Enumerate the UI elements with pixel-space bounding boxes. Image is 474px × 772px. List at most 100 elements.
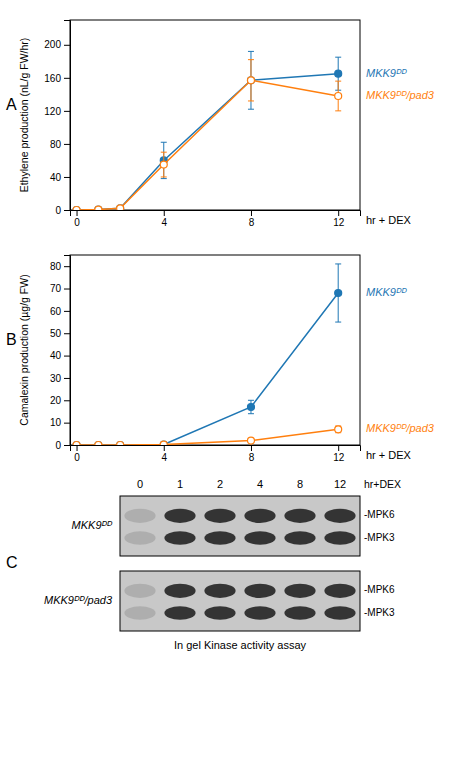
lane-label: 8 xyxy=(297,478,303,490)
lane-label: 4 xyxy=(257,478,263,490)
tick: 10 xyxy=(50,417,70,428)
panel-label: C xyxy=(6,554,18,571)
tick: 160 xyxy=(44,73,70,84)
gel-band xyxy=(244,606,275,619)
error-bar xyxy=(161,152,167,177)
gel-band xyxy=(124,584,155,598)
band-label: -MPK3 xyxy=(364,607,395,618)
tick: 0 xyxy=(55,440,70,451)
gel-band xyxy=(324,509,355,523)
gel-band xyxy=(164,531,195,544)
gel-band xyxy=(324,584,355,598)
band-label: -MPK6 xyxy=(364,584,395,595)
tick-label: 80 xyxy=(50,139,62,150)
marker xyxy=(247,77,254,84)
plot-frame xyxy=(70,20,360,210)
tick-label: 60 xyxy=(50,306,62,317)
series-label: MKK9ᴰᴰ/pad3 xyxy=(366,89,435,101)
gel-band xyxy=(244,531,275,544)
marker xyxy=(95,442,102,446)
series-labels: MKK9ᴰᴰMKK9ᴰᴰ/pad3 xyxy=(366,67,435,101)
tick: 40 xyxy=(50,350,70,361)
marker xyxy=(117,205,124,210)
gel-band xyxy=(124,509,155,523)
x-axis-label: hr + DEX xyxy=(366,214,412,226)
marker xyxy=(117,442,124,446)
tick: 200 xyxy=(44,39,70,50)
lane-header: hr+DEX xyxy=(364,478,401,490)
tick-label: 4 xyxy=(161,217,167,228)
gel-band xyxy=(284,606,315,619)
tick-mark xyxy=(64,144,70,145)
tick-label: 0 xyxy=(55,205,61,216)
gel-band xyxy=(244,509,275,523)
y-axis: 0 40 80 120 160 200 xyxy=(44,21,70,216)
axis-line xyxy=(71,446,361,452)
marker xyxy=(95,442,102,446)
tick: 8 xyxy=(249,210,255,228)
tick-label: 0 xyxy=(74,217,80,228)
series-label: MKK9ᴰᴰ/pad3 xyxy=(366,422,435,434)
tick: 0 xyxy=(55,205,70,216)
x-axis: 04812 xyxy=(71,445,361,463)
tick-mark xyxy=(77,445,78,451)
error-bar xyxy=(248,51,254,109)
gel-band xyxy=(204,606,235,619)
marker xyxy=(117,205,124,210)
marker xyxy=(247,404,254,411)
tick-mark xyxy=(77,210,78,216)
tick: 120 xyxy=(44,106,70,117)
marker xyxy=(335,70,342,77)
tick-label: 120 xyxy=(44,106,61,117)
tick-mark xyxy=(64,423,70,424)
panel-label: B xyxy=(6,331,17,348)
tick-label: 10 xyxy=(50,417,62,428)
tick-mark xyxy=(64,266,70,267)
gel-panel: 0124812hr+DEX-MPK6-MPK3MKK9ᴰᴰ-MPK6-MPK3M… xyxy=(6,478,401,651)
gel-band xyxy=(284,531,315,544)
gel-band xyxy=(284,509,315,523)
marker xyxy=(247,437,254,444)
gel-background xyxy=(120,571,360,631)
tick: 80 xyxy=(50,261,70,272)
marker xyxy=(73,207,80,211)
gel-band xyxy=(324,606,355,619)
marker xyxy=(73,442,80,446)
gel-row-label: MKK9ᴰᴰ xyxy=(72,519,113,531)
axis-line xyxy=(71,211,361,217)
y-axis: 01020304050607080 xyxy=(50,256,71,451)
tick: 8 xyxy=(249,445,255,463)
tick: 80 xyxy=(50,139,70,150)
tick-mark xyxy=(64,78,70,79)
tick: 20 xyxy=(50,395,70,406)
tick-mark xyxy=(64,210,70,211)
error-bar xyxy=(335,426,341,433)
gel-band xyxy=(204,509,235,523)
series-line xyxy=(77,80,339,210)
marker xyxy=(335,426,342,433)
error-bar xyxy=(335,81,341,111)
tick-mark xyxy=(251,445,252,451)
plot-area xyxy=(73,264,342,445)
tick: 40 xyxy=(50,172,70,183)
tick: 12 xyxy=(333,445,345,463)
series-line xyxy=(77,429,339,445)
plot-area xyxy=(73,51,342,210)
gel-band xyxy=(204,531,235,544)
tick-mark xyxy=(338,210,339,216)
gel-band xyxy=(124,531,155,544)
marker xyxy=(335,290,342,297)
band-label: -MPK3 xyxy=(364,532,395,543)
tick-label: 80 xyxy=(50,261,62,272)
tick-mark xyxy=(251,210,252,216)
tick-label: 0 xyxy=(55,440,61,451)
tick-mark xyxy=(64,45,70,46)
tick-mark xyxy=(64,289,70,290)
gel-band xyxy=(124,606,155,619)
marker xyxy=(160,161,167,168)
x-axis-label: hr + DEX xyxy=(366,449,412,461)
marker xyxy=(160,441,167,445)
error-bar xyxy=(161,142,167,178)
lane-label: 1 xyxy=(177,478,183,490)
error-bar xyxy=(248,400,254,413)
